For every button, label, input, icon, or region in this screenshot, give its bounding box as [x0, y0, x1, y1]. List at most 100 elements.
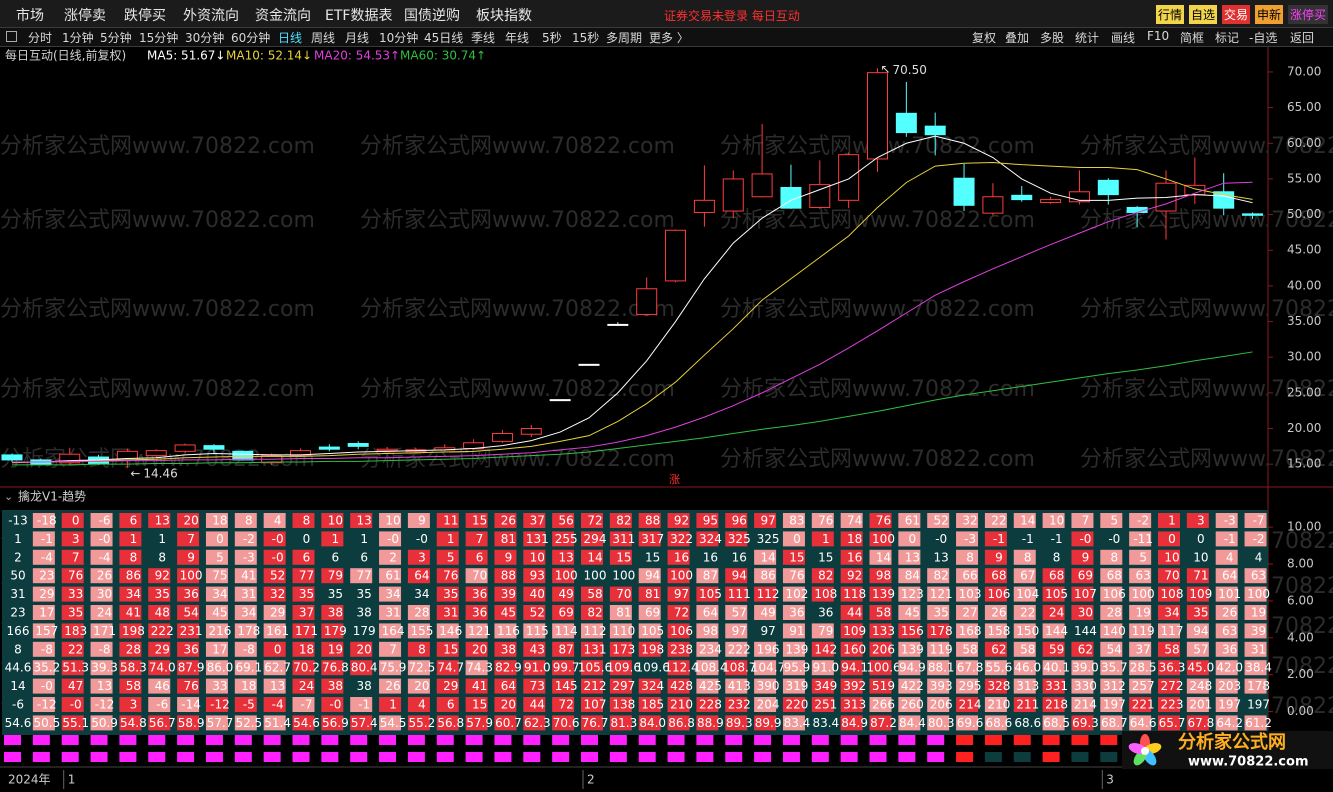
heat-value: 97 — [732, 624, 747, 638]
heat-value: 54 — [1107, 642, 1122, 656]
heat-value: 110 — [612, 624, 635, 638]
heat-value: 72 — [674, 606, 689, 620]
heat-cell — [927, 697, 950, 712]
heat-cell — [696, 568, 719, 584]
heat-value: 1 — [360, 532, 368, 546]
menu-item[interactable]: 板块指数 — [476, 8, 532, 24]
heat-value: 313 — [843, 698, 866, 712]
heat-cell — [1042, 605, 1065, 620]
heat-value: 23 — [39, 569, 54, 583]
period-tab[interactable]: 15秒 — [572, 31, 600, 45]
heat-cell — [523, 549, 546, 565]
ma-line — [12, 181, 1253, 463]
heat-cell — [1100, 586, 1123, 602]
menu-item[interactable]: 涨停卖 — [64, 8, 106, 24]
heat-cell — [205, 660, 228, 676]
heat-cell — [205, 568, 228, 584]
toolbar-action[interactable]: 返回 — [1290, 31, 1315, 45]
panel-toggle[interactable] — [6, 31, 17, 42]
menu-button[interactable]: 自选 — [1189, 5, 1218, 24]
menu-item[interactable]: 市场 — [16, 8, 44, 24]
heat-value: 64 — [501, 679, 516, 693]
menu-button[interactable]: 交易 — [1222, 5, 1251, 24]
toolbar-action[interactable]: 统计 — [1075, 31, 1100, 45]
period-tab[interactable]: 15分钟 — [139, 31, 179, 45]
menu-item[interactable]: 跌停买 — [124, 8, 166, 24]
period-tab[interactable]: 10分钟 — [379, 31, 419, 45]
period-tab[interactable]: 季线 — [471, 31, 496, 45]
heat-value: 68 — [1049, 569, 1064, 583]
heat-value: 60.7 — [495, 716, 522, 730]
menu-button[interactable]: 行情 — [1156, 5, 1185, 24]
toolbar-action[interactable]: 画线 — [1111, 31, 1136, 45]
heat-cell — [1158, 586, 1180, 602]
period-tab[interactable]: 日线 — [278, 31, 303, 45]
heat-cell — [956, 623, 979, 639]
heat-value: 228 — [699, 698, 722, 712]
heat-cell — [811, 641, 834, 657]
heat-value: 67.8 — [957, 661, 984, 675]
toolbar-action[interactable]: F10 — [1147, 29, 1170, 43]
heat-cell — [840, 568, 863, 584]
heat-cell — [1042, 513, 1065, 528]
heat-cell — [436, 623, 459, 639]
heat-cell — [407, 568, 430, 584]
heat-cell — [552, 513, 575, 528]
heat-value: 58.9 — [178, 716, 205, 730]
signal-block — [638, 752, 656, 762]
heat-value: 89.3 — [726, 716, 753, 730]
period-tab[interactable]: 60分钟 — [231, 31, 271, 45]
heat-value: 52 — [934, 514, 949, 528]
toolbar-action[interactable]: 标记 — [1215, 31, 1240, 45]
heat-value: 1 — [332, 532, 340, 546]
menu-button[interactable]: 申新 — [1255, 5, 1284, 24]
heat-cell — [782, 715, 805, 731]
menu-item[interactable]: 外资流向 — [183, 8, 239, 24]
heat-value: 198 — [641, 642, 664, 656]
period-tab[interactable]: 5分钟 — [100, 31, 132, 45]
heat-cell — [811, 513, 834, 528]
period-tab[interactable]: 1分钟 — [62, 31, 94, 45]
heat-cell — [292, 641, 315, 657]
heat-value: 107 — [584, 698, 607, 712]
heat-value: 317 — [641, 532, 664, 546]
menu-item[interactable]: 国债逆购 — [404, 8, 460, 24]
period-tab[interactable]: 30分钟 — [185, 31, 225, 45]
signal-block — [811, 752, 829, 762]
period-tab[interactable]: 月线 — [345, 31, 370, 45]
heat-value: 29 — [39, 587, 54, 601]
period-tab[interactable]: 周线 — [311, 31, 336, 45]
period-tab[interactable]: 年线 — [505, 31, 530, 45]
menu-button[interactable]: 涨停买 — [1288, 5, 1329, 24]
period-tab[interactable]: 分时 — [28, 31, 53, 45]
period-tab[interactable]: 更多 〉 — [649, 31, 689, 45]
period-tab[interactable]: 多周期 — [606, 31, 643, 45]
heat-value: 112 — [584, 624, 607, 638]
toolbar-action[interactable]: 叠加 — [1005, 31, 1030, 45]
heat-cell — [1129, 513, 1152, 528]
menu-item[interactable]: ETF数据表 — [325, 8, 393, 24]
heat-value: 8 — [966, 550, 974, 564]
heat-cell — [494, 605, 517, 620]
heat-value: -2 — [1137, 514, 1149, 528]
toolbar-action[interactable]: 复权 — [972, 31, 997, 45]
toolbar-action[interactable]: 简框 — [1180, 31, 1205, 45]
heat-cell — [465, 568, 488, 584]
heat-value: 218 — [1045, 698, 1068, 712]
heat-cell — [350, 697, 373, 712]
toolbar-action[interactable]: -自选 — [1249, 31, 1278, 45]
heat-cell — [32, 641, 55, 657]
signal-block — [984, 735, 1002, 745]
toolbar-action[interactable]: 多股 — [1040, 31, 1065, 45]
heat-value: 51.4 — [264, 716, 291, 730]
period-tab[interactable]: 5秒 — [542, 31, 562, 45]
heat-value: 46.0 — [1014, 661, 1041, 675]
heat-cell — [581, 660, 603, 676]
heat-value: 38 — [328, 606, 343, 620]
heat-value: 201 — [1189, 698, 1212, 712]
signal-block — [840, 752, 858, 762]
heat-cell — [177, 513, 200, 528]
heat-value: 232 — [728, 698, 751, 712]
menu-item[interactable]: 资金流向 — [255, 8, 311, 24]
period-tab[interactable]: 45日线 — [424, 31, 464, 45]
